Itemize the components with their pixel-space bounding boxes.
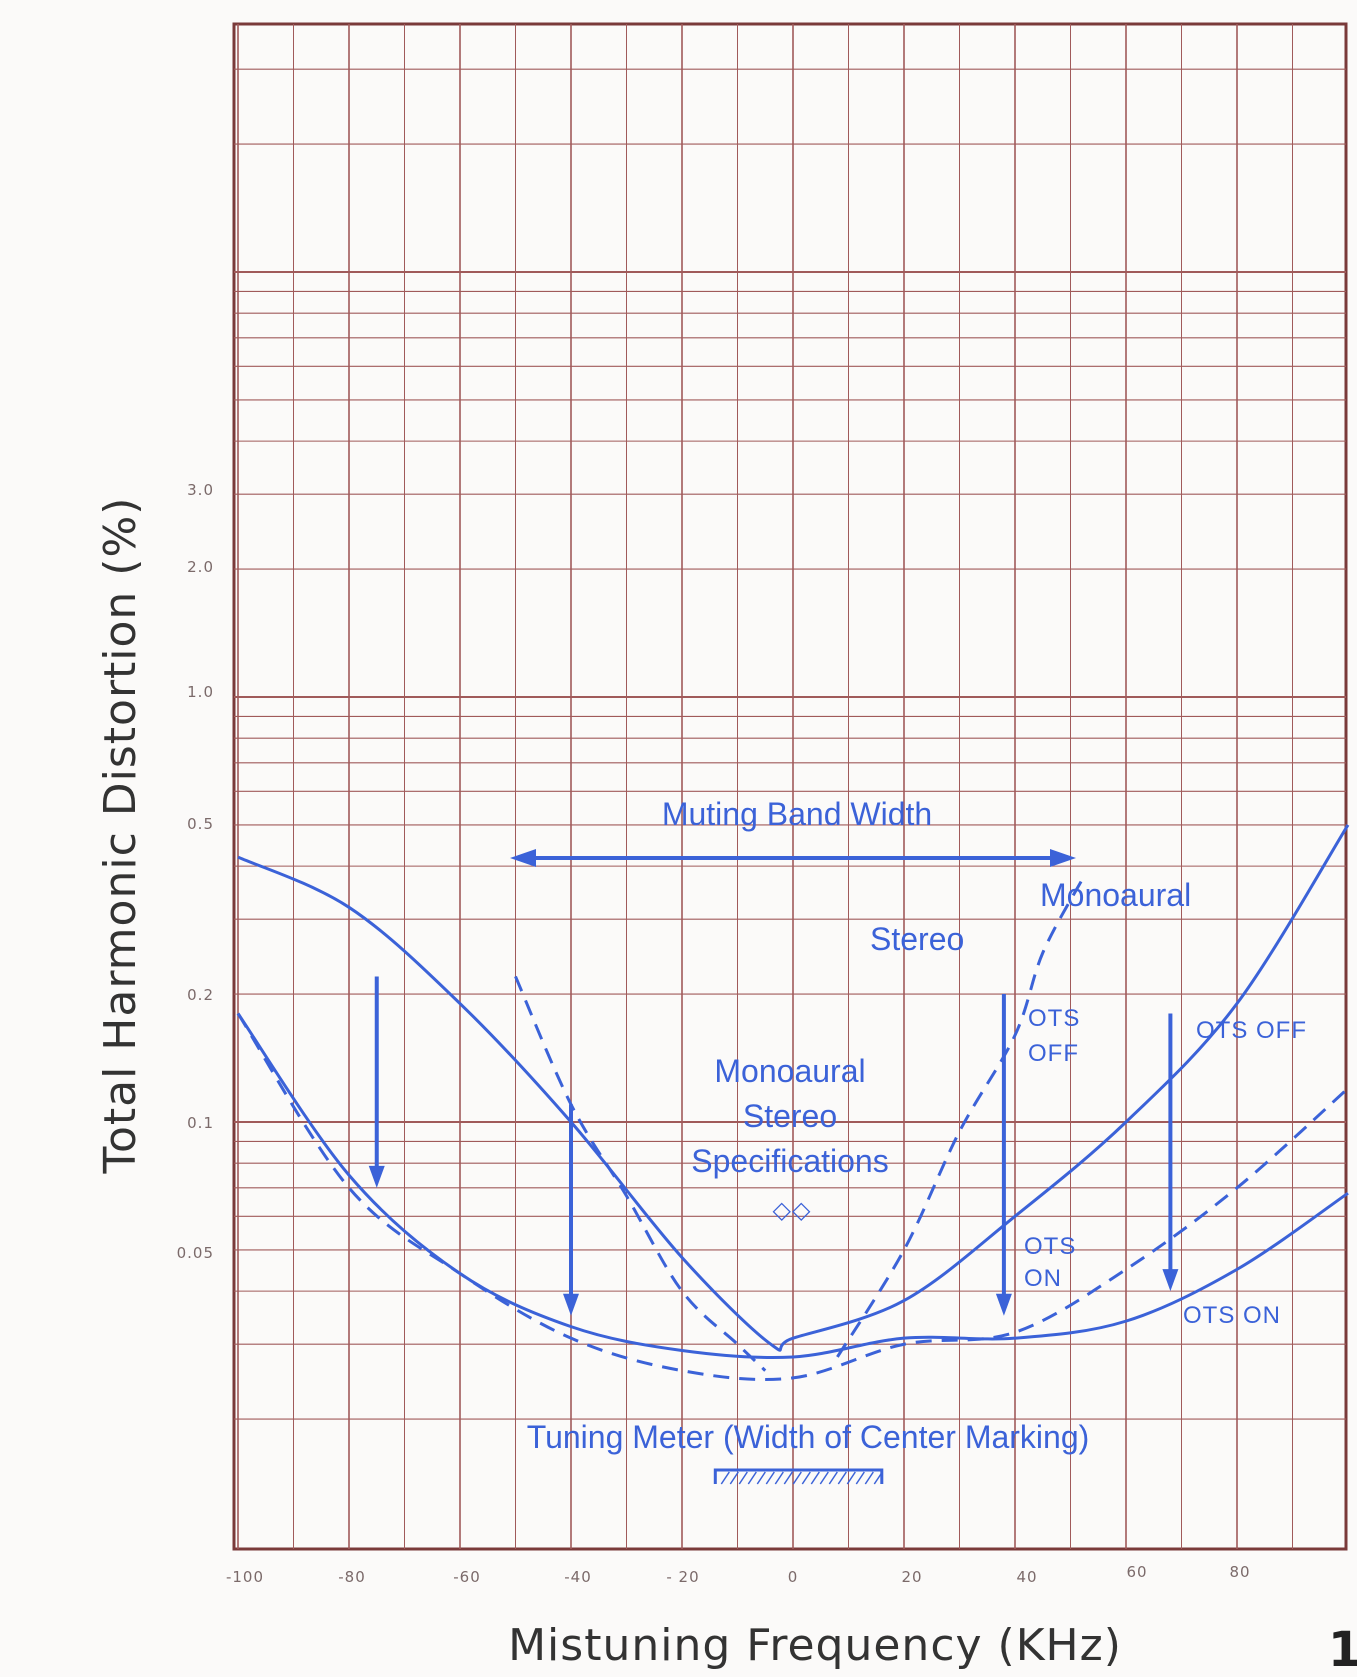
tuning-marking-hatch xyxy=(837,1471,847,1485)
y-tick-label: 0.1 xyxy=(187,1114,214,1132)
x-tick-label: 20 xyxy=(901,1568,922,1586)
tuning-marking-hatch xyxy=(855,1471,865,1485)
tuning-marking-hatch xyxy=(720,1471,730,1485)
x-tick-label: - 20 xyxy=(666,1568,699,1586)
tuning-marking-hatch xyxy=(846,1471,856,1485)
x-tick-label: 80 xyxy=(1229,1563,1250,1581)
x-tick-label: -80 xyxy=(338,1568,366,1586)
ots-off-right-label: OTS OFF xyxy=(1196,1017,1307,1044)
ots-off-left-label-2: OFF xyxy=(1028,1040,1079,1067)
stereo-top-label: Stereo xyxy=(870,921,964,957)
tuning-marking-hatch xyxy=(765,1471,775,1485)
ots-off-left-label-1: OTS xyxy=(1028,1005,1080,1032)
tuning-marking-bracket xyxy=(713,1468,884,1484)
y-tick-label: 0.2 xyxy=(187,986,214,1004)
series-line xyxy=(236,1012,1350,1382)
x-tick-label: 0 xyxy=(788,1568,799,1586)
x-tick-label: -40 xyxy=(564,1568,592,1586)
x-tick-label: -100 xyxy=(226,1568,264,1586)
tuning-meter-marking xyxy=(713,1468,884,1485)
series-line xyxy=(836,879,1083,1358)
grid xyxy=(234,24,1346,1549)
tuning-marking-hatch xyxy=(864,1471,874,1485)
series-line xyxy=(514,975,767,1372)
y-tick-label: 0.5 xyxy=(187,815,214,833)
corner-number: 1 xyxy=(1328,1622,1357,1677)
ots-on-right-label: OTS ON xyxy=(1183,1302,1281,1329)
y-tick-label: 0.05 xyxy=(177,1244,214,1262)
x-tick-label: 60 xyxy=(1126,1563,1147,1581)
y-tick-labels: 3.0 2.0 1.0 0.5 0.2 0.1 0.05 xyxy=(177,481,214,1262)
tuning-marking-hatch xyxy=(774,1471,784,1485)
y-axis-label: Total Harmonic Distortion (%) xyxy=(95,497,146,1175)
spec-label-specifications: Specifications xyxy=(691,1143,888,1179)
ots-arrow-head xyxy=(1162,1269,1179,1292)
spec-mark: ◇◇ xyxy=(773,1197,812,1224)
x-tick-labels: -100 -80 -60 -40 - 20 0 20 40 60 80 xyxy=(226,1563,1250,1586)
ots-arrow-head xyxy=(995,1293,1012,1316)
y-tick-label: 3.0 xyxy=(187,481,214,499)
spec-label-monoaural: Monoaural xyxy=(714,1053,865,1089)
tuning-marking-hatch xyxy=(738,1471,748,1485)
tuning-meter-label: Tuning Meter (Width of Center Marking) xyxy=(527,1419,1090,1455)
y-tick-label: 2.0 xyxy=(187,558,214,576)
plot-frame xyxy=(232,22,1348,1551)
x-axis-label: Mistuning Frequency (KHz) xyxy=(508,1620,1122,1671)
x-tick-label: -60 xyxy=(453,1568,481,1586)
tuning-marking-hatch xyxy=(801,1471,811,1485)
tuning-marking-hatch xyxy=(810,1471,820,1485)
tuning-marking-hatch xyxy=(747,1471,757,1485)
ots-on-left-label-2: ON xyxy=(1024,1265,1062,1292)
tuning-marking-hatch xyxy=(873,1471,883,1485)
ots-on-left-label-1: OTS xyxy=(1024,1233,1076,1260)
tuning-marking-hatch xyxy=(729,1471,739,1485)
ots-arrow-head xyxy=(563,1293,579,1316)
series-line xyxy=(236,1012,1349,1360)
curves xyxy=(236,824,1350,1382)
tuning-marking-hatch xyxy=(756,1471,766,1485)
tuning-marking-hatch xyxy=(783,1471,793,1485)
tuning-marking-hatch xyxy=(792,1471,802,1485)
spec-label-stereo: Stereo xyxy=(743,1098,837,1134)
ots-arrow-head xyxy=(368,1165,385,1188)
tuning-marking-hatch xyxy=(828,1471,838,1485)
muting-band-label: Muting Band Width xyxy=(662,796,932,832)
muting-band xyxy=(510,849,1076,867)
y-tick-label: 1.0 xyxy=(187,683,214,701)
series-line xyxy=(237,824,1350,1352)
monoaural-top-label: Monoaural xyxy=(1040,877,1191,913)
tuning-marking-hatch xyxy=(819,1471,829,1485)
ots-arrows xyxy=(368,976,1179,1316)
x-tick-label: 40 xyxy=(1016,1568,1037,1586)
